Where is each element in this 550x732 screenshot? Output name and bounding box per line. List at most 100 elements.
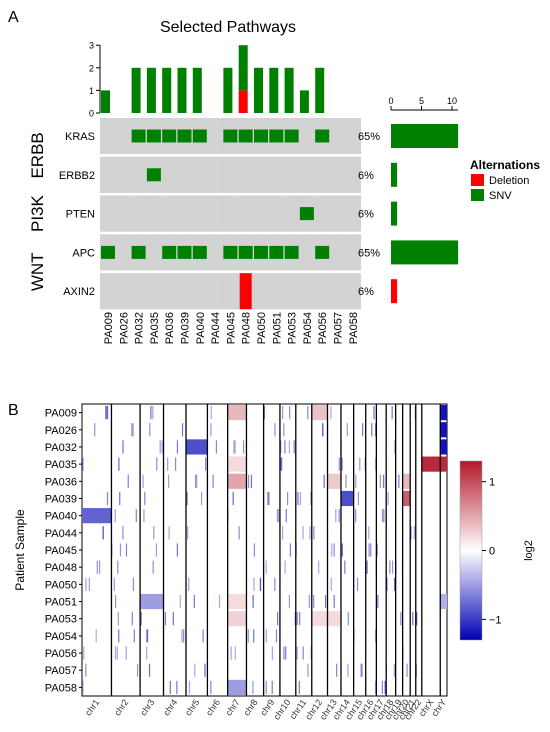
- right-bar-snv: [391, 240, 459, 265]
- gene-label: ERBB2: [59, 170, 95, 182]
- cnv-segment: [82, 508, 112, 524]
- onco-cell: [238, 195, 253, 232]
- cnv-noise-mark: [313, 594, 315, 609]
- sample-label: PA009: [103, 312, 115, 344]
- gene-label: KRAS: [65, 131, 95, 143]
- top-bar-snv: [146, 67, 156, 113]
- cnv-noise-mark: [106, 491, 109, 506]
- onco-cell: [330, 195, 345, 232]
- onco-cell-snv: [162, 129, 177, 143]
- colorbar-tick-label: −1: [489, 614, 502, 626]
- cnv-sample-label: PA056: [45, 648, 77, 660]
- cnv-noise-mark: [391, 406, 393, 420]
- cnv-noise-mark: [181, 423, 184, 437]
- cnv-noise-mark: [297, 491, 299, 506]
- onco-cell-snv: [146, 168, 161, 182]
- onco-cell: [131, 156, 146, 193]
- cnv-noise-mark: [131, 612, 133, 626]
- sample-label: PA040: [195, 312, 207, 344]
- cnv-noise-mark: [384, 680, 386, 694]
- panel-a-label: A: [8, 9, 19, 26]
- cnv-frame: [81, 403, 448, 697]
- cnv-noise-mark: [144, 491, 146, 506]
- cnv-noise-mark: [267, 491, 269, 506]
- cnv-noise-mark: [132, 423, 134, 437]
- cnv-noise-mark: [355, 509, 357, 523]
- onco-cell: [223, 156, 238, 193]
- sample-label: PA039: [180, 312, 192, 344]
- cnv-noise-mark: [398, 474, 400, 488]
- onco-cell: [162, 195, 177, 232]
- onco-cell: [284, 156, 299, 193]
- sample-label: PA054: [302, 312, 314, 344]
- cnv-noise-mark: [410, 526, 412, 540]
- right-x-tick-label: 0: [388, 96, 393, 106]
- cnv-noise-mark: [88, 577, 90, 591]
- cnv-noise-mark: [164, 612, 167, 626]
- cnv-noise-mark: [393, 663, 395, 677]
- cnv-noise-mark: [176, 543, 178, 557]
- cnv-noise-mark: [196, 474, 198, 488]
- cnv-noise-mark: [274, 423, 276, 437]
- onco-cell: [162, 273, 177, 310]
- onco-cell-snv: [192, 245, 207, 259]
- cnv-noise-mark: [299, 612, 301, 626]
- cnv-noise-mark: [330, 577, 332, 591]
- sample-label: PA048: [241, 312, 253, 344]
- cnv-noise-mark: [341, 457, 343, 471]
- cnv-noise-mark: [85, 577, 87, 591]
- cnv-noise-mark: [330, 406, 332, 420]
- sample-label: PA026: [118, 312, 130, 344]
- cnv-noise-mark: [114, 594, 117, 609]
- cnv-noise-mark: [360, 663, 362, 677]
- gene-label: AXIN2: [63, 286, 95, 298]
- cnv-noise-mark: [156, 457, 158, 471]
- onco-cell: [101, 118, 115, 154]
- cnv-noise-mark: [373, 406, 375, 420]
- onco-cell: [254, 156, 268, 193]
- top-bar-chart: 0 1 2 3: [89, 41, 325, 119]
- cnv-noise-mark: [136, 663, 139, 677]
- cnv-noise-mark: [322, 423, 324, 437]
- top-y-tick-label: 2: [89, 63, 94, 73]
- cnv-noise-mark: [323, 474, 325, 488]
- cnv-noise-mark: [152, 406, 154, 420]
- onco-cell: [254, 273, 268, 310]
- onco-cell: [208, 195, 223, 232]
- onco-cell-snv: [192, 129, 207, 143]
- cnv-noise-mark: [82, 457, 84, 471]
- onco-cell: [315, 156, 330, 193]
- legend-swatch: [471, 189, 484, 201]
- cnv-noise-mark: [282, 406, 284, 420]
- onco-cell: [299, 234, 314, 271]
- cnv-noise-mark: [146, 646, 148, 660]
- cnv-noise-mark: [377, 594, 379, 609]
- cnv-noise-mark: [183, 629, 185, 643]
- cnv-noise-mark: [288, 440, 291, 454]
- cnv-noise-mark: [357, 491, 360, 506]
- onco-cell-snv: [177, 245, 192, 259]
- cnv-y-axis-label: Patient Sample: [13, 509, 27, 591]
- cnv-sample-label: PA040: [45, 511, 77, 523]
- cnv-noise-mark: [122, 526, 124, 540]
- cnv-noise-mark: [309, 526, 311, 540]
- onco-cell: [208, 273, 223, 310]
- cnv-noise-mark: [114, 646, 117, 660]
- cnv-noise-mark: [336, 663, 338, 677]
- gene-percent-label: 65%: [358, 247, 380, 259]
- right-x-tick-label: 10: [447, 96, 457, 106]
- cnv-sample-label: PA035: [45, 459, 77, 471]
- cnv-noise-mark: [168, 526, 170, 540]
- cnv-segment: [227, 679, 247, 695]
- cnv-noise-mark: [288, 594, 290, 609]
- gene-percent-label: 6%: [358, 209, 374, 221]
- onco-cell-snv: [299, 207, 314, 221]
- cnv-noise-mark: [204, 663, 206, 677]
- cnv-noise-mark: [233, 440, 235, 454]
- cnv-noise-mark: [188, 577, 190, 591]
- cnv-sample-label: PA053: [45, 614, 77, 626]
- cnv-segment: [440, 422, 447, 438]
- cnv-noise-mark: [338, 457, 340, 471]
- cnv-noise-mark: [242, 440, 245, 454]
- onco-cell: [116, 195, 131, 232]
